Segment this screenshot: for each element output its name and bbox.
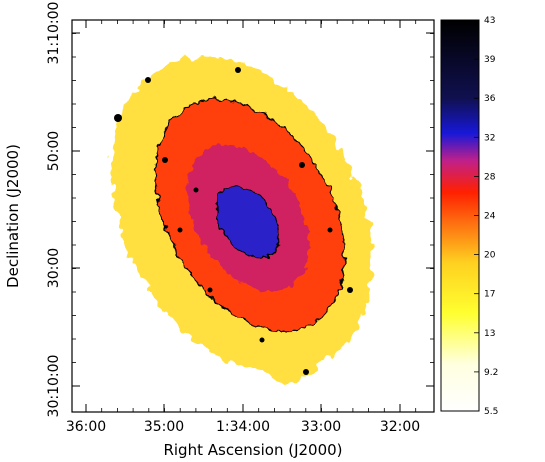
colorbar-tick-label: 36 — [484, 94, 496, 104]
y-axis-title: Declination (J2000) — [4, 144, 22, 288]
colorbar-tick-label: 5.5 — [484, 407, 498, 417]
x-tick-label: 1:34:00 — [216, 419, 270, 435]
y-tick-label: 50:00 — [46, 131, 62, 171]
colorbar — [440, 19, 480, 412]
x-tick-label: 35:00 — [144, 419, 184, 435]
x-tick-label: 36:00 — [66, 419, 106, 435]
colorbar-tick-label: 32 — [484, 133, 495, 143]
colorbar-ticks: 5.5 9.2 13 17 20 24 28 32 36 39 43 — [474, 16, 498, 417]
colorbar-tick-label: 39 — [484, 55, 496, 65]
colorbar-tick-label: 24 — [484, 212, 496, 222]
level-core — [216, 185, 280, 259]
y-tick-label: 30:10:00 — [46, 355, 62, 418]
contour-knots — [114, 67, 353, 375]
level-outer-disk-tail — [255, 320, 325, 380]
colorbar-tick-label: 13 — [484, 329, 495, 339]
x-tick-label: 32:00 — [380, 419, 420, 435]
colorbar-tick-label: 20 — [484, 251, 496, 261]
colorbar-tick-label: 43 — [484, 16, 495, 26]
x-axis-title: Right Ascension (J2000) — [163, 441, 342, 459]
y-tick-label: 31:10:00 — [46, 2, 62, 65]
galaxy-map — [111, 56, 373, 380]
colorbar-tick-label: 28 — [484, 172, 496, 182]
colorbar-tick-label: 9.2 — [484, 368, 498, 378]
colorbar-tick-label: 17 — [484, 290, 495, 300]
y-tick-label: 30:00 — [46, 248, 62, 288]
y-axis-ticks: 30:10:00 30:00 50:00 31:10:00 — [46, 2, 434, 418]
x-axis-ticks: 36:00 35:00 1:34:00 33:00 32:00 — [66, 20, 420, 435]
x-tick-label: 33:00 — [301, 419, 341, 435]
